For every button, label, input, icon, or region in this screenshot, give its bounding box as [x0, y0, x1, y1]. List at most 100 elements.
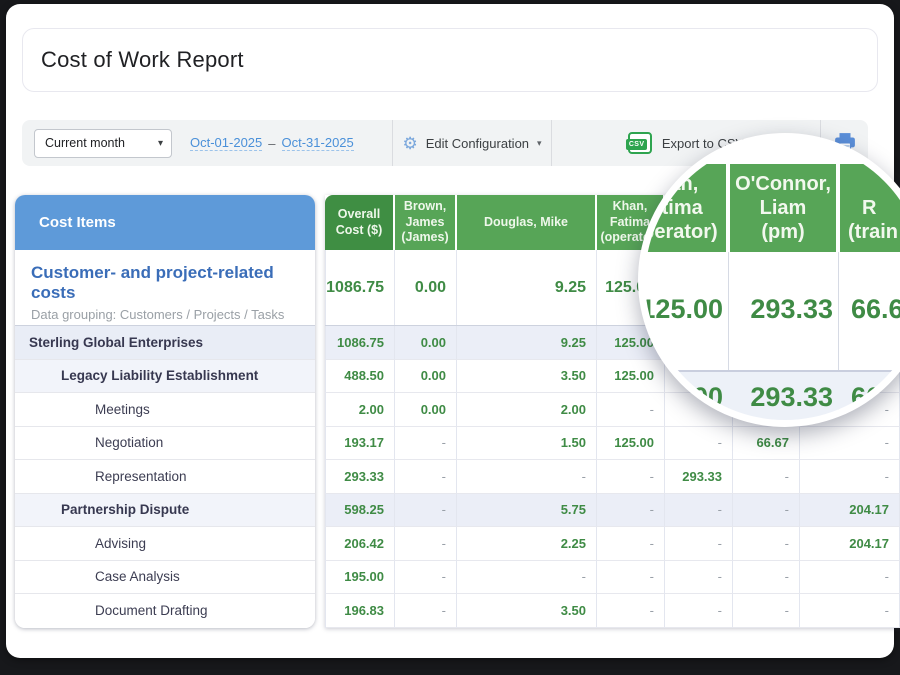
table-row: 196.83-3.50- - - -	[325, 594, 900, 628]
cost-item-label: Legacy Liability Establishment	[61, 368, 259, 384]
value-cell: -	[800, 560, 900, 594]
edit-configuration-button[interactable]: ⚙ Edit Configuration ▾	[393, 120, 551, 166]
chevron-down-icon: ▾	[537, 137, 542, 148]
edit-configuration-label: Edit Configuration	[425, 135, 530, 151]
toolbar: Current month ▾ Oct-01-2025 – Oct-31-202…	[22, 120, 868, 166]
value-cell: -	[395, 560, 457, 594]
cost-item-label: Negotiation	[95, 435, 164, 451]
value-cell: -	[597, 594, 665, 628]
value-cell: -	[395, 493, 457, 527]
magnified-value: 66.67	[851, 382, 900, 412]
page-title: Cost of Work Report	[41, 47, 244, 72]
column-header: Brown, James (James)	[395, 195, 457, 250]
cost-item-row[interactable]: Representation	[15, 460, 315, 494]
cost-item-row[interactable]: Meetings	[15, 393, 315, 427]
cost-item-label: Case Analysis	[95, 569, 180, 585]
value-cell: -	[733, 560, 800, 594]
value-cell: -	[395, 460, 457, 494]
magnified-value: 66.67	[851, 294, 900, 324]
value-cell: -	[395, 594, 457, 628]
value-cell: 598.25	[325, 493, 395, 527]
value-cell: -	[665, 426, 733, 460]
value-cell: -	[457, 460, 597, 494]
cost-items-rows: Sterling Global Enterprises Legacy Liabil…	[15, 326, 315, 628]
value-cell: 206.42	[325, 527, 395, 561]
value-cell: -	[733, 594, 800, 628]
period-select[interactable]: Current month ▾	[34, 128, 172, 158]
magnifier-content: Khan, Fatima (operator) O'Connor, Liam (…	[645, 140, 900, 420]
table-row: 206.42-2.25- - -204.17	[325, 527, 900, 561]
value-cell: 2.00	[457, 393, 597, 427]
csv-icon-label: CSV	[625, 139, 648, 150]
cost-item-label: Document Drafting	[95, 603, 208, 619]
value-cell: 2.25	[457, 527, 597, 561]
value-cell: -	[800, 594, 900, 628]
magnified-column-header: O'Connor, Liam (pm)	[730, 164, 838, 252]
cost-item-label: Sterling Global Enterprises	[29, 334, 204, 350]
value-cell: -	[665, 594, 733, 628]
table-row: 195.00- - - - - -	[325, 560, 900, 594]
column-header: Overall Cost ($)	[325, 195, 395, 250]
value-cell: -	[733, 460, 800, 494]
magnified-value: 125.00	[640, 382, 723, 412]
report-title-card: Cost of Work Report	[22, 28, 878, 92]
value-cell: -	[733, 493, 800, 527]
magnified-column-border	[728, 252, 729, 420]
cost-item-row[interactable]: Sterling Global Enterprises	[15, 326, 315, 360]
table-row: 193.17-1.50 125.00-66.67-	[325, 426, 900, 460]
table-row: 598.25-5.75- - -204.17	[325, 493, 900, 527]
value-cell: 195.00	[325, 560, 395, 594]
magnifier-lens: Khan, Fatima (operator) O'Connor, Liam (…	[638, 133, 900, 427]
value-cell: 9.25	[457, 326, 597, 360]
cost-item-row[interactable]: Case Analysis	[15, 560, 315, 594]
value-cell: 193.17	[325, 426, 395, 460]
value-cell: 1086.75	[325, 326, 395, 360]
value-cell: 204.17	[800, 527, 900, 561]
magnified-value: 125.00	[640, 294, 723, 324]
value-cell: 9.25	[457, 250, 597, 325]
cost-item-label: Partnership Dispute	[61, 502, 190, 518]
value-cell: 204.17	[800, 493, 900, 527]
cost-item-row[interactable]: Advising	[15, 527, 315, 561]
value-cell: -	[395, 527, 457, 561]
cost-group-summary: Customer- and project-related costs Data…	[15, 250, 315, 326]
table-row: 293.33- - -293.33- -	[325, 460, 900, 494]
cost-item-row[interactable]: Document Drafting	[15, 594, 315, 628]
cost-item-label: Representation	[95, 468, 187, 484]
value-cell: -	[800, 460, 900, 494]
value-cell: 488.50	[325, 359, 395, 393]
value-cell: 196.83	[325, 594, 395, 628]
cost-item-row[interactable]: Negotiation	[15, 426, 315, 460]
column-header: Douglas, Mike	[457, 195, 597, 250]
cost-item-row[interactable]: Legacy Liability Establishment	[15, 359, 315, 393]
date-from-link[interactable]: Oct-01-2025	[190, 135, 263, 151]
value-cell: -	[665, 560, 733, 594]
magnified-value: 293.33	[750, 294, 833, 324]
value-cell: 5.75	[457, 493, 597, 527]
toolbar-divider	[392, 120, 393, 166]
value-cell: 0.00	[395, 393, 457, 427]
cost-item-label: Meetings	[95, 401, 150, 417]
value-cell: 0.00	[395, 250, 457, 325]
magnified-column-header: Khan, Fatima (operator)	[645, 164, 728, 252]
cost-item-row[interactable]: Partnership Dispute	[15, 493, 315, 527]
value-cell: 3.50	[457, 594, 597, 628]
date-to-link[interactable]: Oct-31-2025	[281, 135, 354, 151]
cost-items-panel: Cost Items Customer- and project-related…	[15, 195, 315, 628]
cost-items-header: Cost Items	[15, 195, 315, 250]
magnified-row-border	[645, 370, 900, 372]
value-cell: -	[733, 527, 800, 561]
value-cell: 3.50	[457, 359, 597, 393]
value-cell: -	[457, 560, 597, 594]
value-cell: 2.00	[325, 393, 395, 427]
value-cell: 0.00	[395, 326, 457, 360]
value-cell: -	[597, 493, 665, 527]
date-range-separator: –	[268, 135, 276, 151]
magnified-column-border	[838, 252, 839, 420]
value-cell: -	[665, 493, 733, 527]
value-cell: 293.33	[325, 460, 395, 494]
value-cell: 125.00	[597, 426, 665, 460]
csv-file-icon: CSV	[625, 132, 652, 154]
magnified-column-header: R (train	[840, 164, 900, 252]
